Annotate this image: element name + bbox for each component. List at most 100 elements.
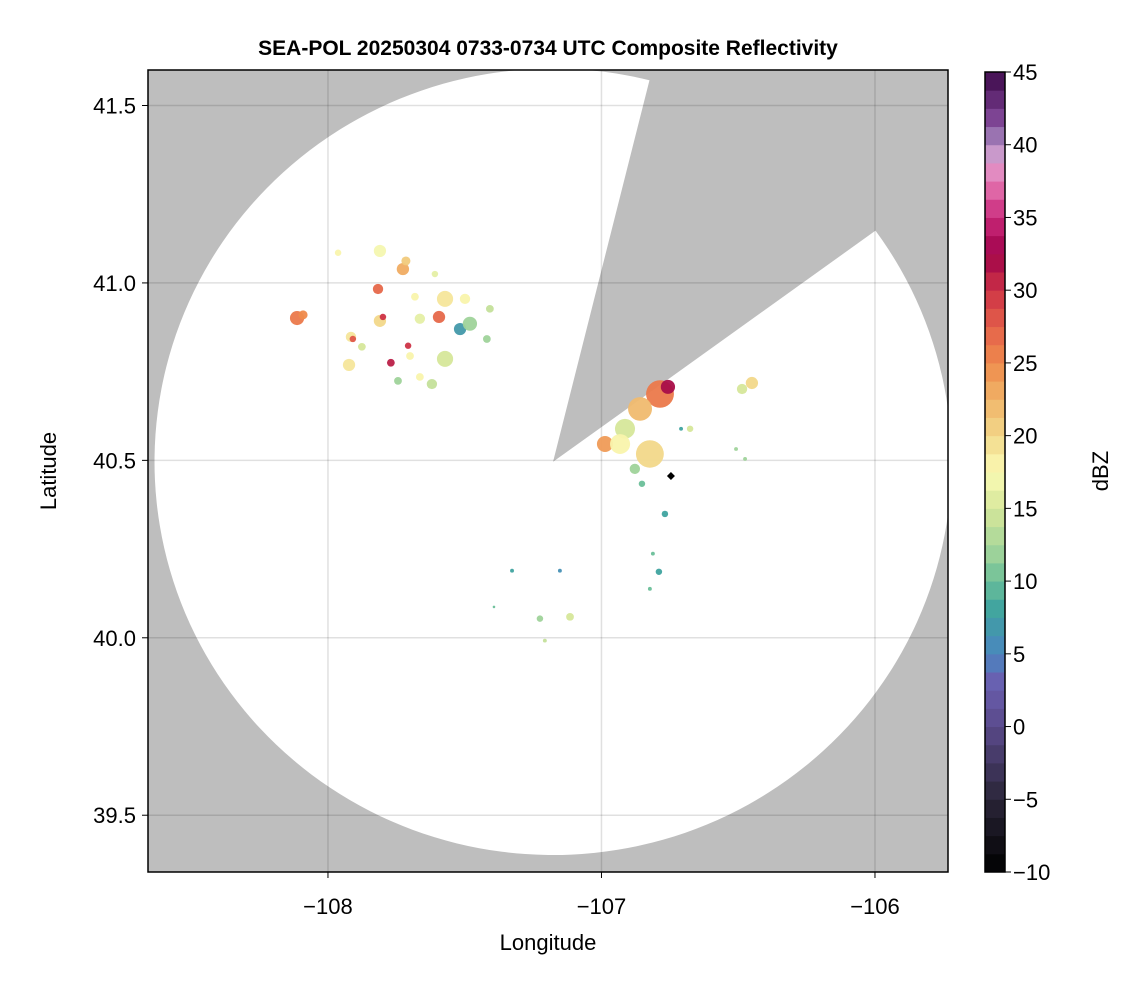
- y-tick-label: 40.0: [93, 626, 136, 651]
- reflectivity-echo: [349, 335, 357, 343]
- radar-coverage-area: [154, 68, 952, 856]
- colorbar-band: [985, 762, 1005, 782]
- reflectivity-echo: [396, 263, 410, 276]
- reflectivity-echo: [492, 605, 496, 609]
- marker-diamond-icon: [666, 471, 675, 480]
- colorbar-band: [985, 781, 1005, 800]
- reflectivity-echo: [536, 615, 544, 622]
- reflectivity-echo: [736, 383, 748, 395]
- reflectivity-echo: [647, 586, 652, 591]
- x-tick-label: −107: [577, 894, 627, 919]
- reflectivity-echo: [650, 551, 655, 556]
- colorbar-tick-label: 45: [1013, 60, 1037, 85]
- reflectivity-echo: [661, 510, 669, 518]
- colorbar-band: [985, 108, 1005, 128]
- colorbar-band: [985, 253, 1005, 273]
- colorbar-tick-label: 25: [1013, 351, 1037, 376]
- reflectivity-echo: [414, 313, 426, 324]
- reflectivity-echo: [660, 379, 676, 394]
- colorbar-band: [985, 290, 1005, 309]
- colorbar-band: [985, 726, 1005, 746]
- reflectivity-echo: [459, 293, 471, 305]
- reflectivity-echo: [373, 244, 387, 258]
- reflectivity-echo: [406, 352, 414, 360]
- colorbar-band: [985, 272, 1005, 291]
- colorbar-band: [985, 581, 1005, 600]
- colorbar-band: [985, 126, 1005, 146]
- colorbar-band: [985, 90, 1005, 109]
- colorbar-band: [985, 181, 1005, 200]
- reflectivity-echo: [635, 440, 664, 468]
- reflectivity-echo: [655, 568, 663, 575]
- reflectivity-echo: [482, 335, 491, 343]
- colorbar-band: [985, 690, 1005, 709]
- colorbar-band: [985, 835, 1005, 855]
- reflectivity-echo: [510, 568, 514, 573]
- colorbar-band: [985, 144, 1005, 164]
- colorbar-band: [985, 399, 1005, 418]
- colorbar-band: [985, 199, 1005, 218]
- colorbar-band: [985, 72, 1005, 91]
- reflectivity-echo: [638, 480, 646, 487]
- reflectivity-echo: [734, 447, 738, 451]
- colorbar-tick-label: −10: [1013, 860, 1050, 885]
- colorbar-tick-label: 40: [1013, 133, 1037, 158]
- colorbar-label: dBZ: [1088, 451, 1113, 491]
- colorbar-tick-label: 5: [1013, 642, 1025, 667]
- colorbar-band: [985, 490, 1005, 509]
- reflectivity-echo: [394, 377, 402, 385]
- y-axis-label: Latitude: [36, 432, 61, 510]
- reflectivity-echo: [372, 283, 384, 295]
- colorbar-tick-label: 0: [1013, 715, 1025, 740]
- reflectivity-echo: [542, 638, 547, 643]
- reflectivity-echo: [436, 290, 454, 307]
- chart-title: SEA-POL 20250304 0733-0734 UTC Composite…: [258, 37, 838, 60]
- reflectivity-echo: [298, 310, 308, 320]
- colorbar-band: [985, 562, 1005, 582]
- reflectivity-echo: [431, 270, 439, 278]
- y-tick-label: 41.0: [93, 271, 136, 296]
- x-axis-label: Longitude: [500, 930, 597, 955]
- colorbar-band: [985, 472, 1005, 491]
- reflectivity-echo: [436, 350, 454, 367]
- colorbar-band: [985, 235, 1005, 255]
- reflectivity-echo: [745, 376, 759, 390]
- colorbar-band: [985, 435, 1005, 455]
- reflectivity-echo: [334, 249, 342, 256]
- reflectivity-echo: [432, 310, 446, 324]
- colorbar-tick-label: 35: [1013, 205, 1037, 230]
- colorbar-band: [985, 817, 1005, 837]
- colorbar-band: [985, 544, 1005, 564]
- plot-area: −108 −107 −106 39.5 40.0 40.5 41.0 41.5: [93, 68, 952, 919]
- reflectivity-echo: [404, 342, 412, 349]
- colorbar-tick-label: 10: [1013, 569, 1037, 594]
- colorbar-band: [985, 162, 1005, 182]
- colorbar-band: [985, 326, 1005, 346]
- reflectivity-echo: [629, 463, 641, 474]
- reflectivity-echo: [557, 568, 562, 573]
- colorbar-band: [985, 308, 1005, 328]
- reflectivity-echo: [453, 322, 467, 336]
- y-tick-label: 39.5: [93, 803, 136, 828]
- reflectivity-echo: [566, 613, 574, 621]
- colorbar-tick-label: 20: [1013, 424, 1037, 449]
- reflectivity-echo: [628, 397, 653, 421]
- colorbar: −10 −5 0 5 10 15 20 25 30 35 40 45: [984, 60, 1050, 885]
- colorbar-band: [985, 672, 1005, 691]
- reflectivity-echo: [401, 256, 411, 266]
- reflectivity-echo: [610, 434, 631, 454]
- x-tick-label: −108: [303, 894, 353, 919]
- reflectivity-echo: [485, 304, 494, 313]
- colorbar-band: [985, 381, 1005, 400]
- y-tick-label: 41.5: [93, 93, 136, 118]
- colorbar-band: [985, 744, 1005, 764]
- colorbar-band: [985, 635, 1005, 655]
- reflectivity-echo: [596, 436, 614, 453]
- colorbar-band: [985, 344, 1005, 364]
- y-tick-label: 40.5: [93, 448, 136, 473]
- x-tick-label: −106: [850, 894, 900, 919]
- reflectivity-echo: [411, 292, 419, 301]
- plot-frame: [147, 69, 949, 873]
